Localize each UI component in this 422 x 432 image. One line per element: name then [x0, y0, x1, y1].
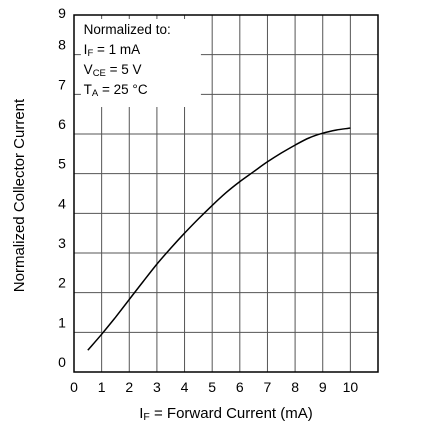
- x-tick-label: 5: [208, 379, 216, 395]
- y-tick-label: 7: [58, 76, 66, 92]
- x-axis-label-main: I: [139, 405, 143, 422]
- annotation-line-if-rest: = 1 mA: [93, 42, 140, 57]
- annotation-line-ta: TA = 25 °C: [84, 82, 148, 99]
- annotation-line-if: IF = 1 mA: [84, 42, 140, 59]
- x-tick-label: 7: [264, 379, 272, 395]
- annotation-background: [80, 19, 201, 107]
- x-tick-label: 6: [236, 379, 244, 395]
- series-layer: [87, 127, 351, 351]
- annotation-line-vce: VCE = 5 V: [84, 62, 142, 79]
- series-line-0: [87, 127, 351, 351]
- annotation-box: Normalized to: IF = 1 mA VCE = 5 V TA = …: [80, 19, 201, 107]
- y-tick-labels: 0 1 2 3 4 5 6 7 8 9: [58, 5, 66, 370]
- y-axis-label: Normalized Collector Current: [11, 98, 28, 292]
- y-tick-label: 9: [58, 5, 66, 21]
- y-tick-label: 2: [58, 275, 66, 291]
- x-tick-label: 2: [125, 379, 133, 395]
- y-tick-label: 4: [58, 195, 66, 211]
- x-tick-label: 4: [181, 379, 189, 395]
- annotation-line-vce-sub: CE: [93, 68, 106, 79]
- annotation-line-if-sub: F: [87, 48, 93, 59]
- x-tick-labels: 0 1 2 3 4 5 6 7 8 9 10: [70, 379, 358, 395]
- x-tick-label: 3: [153, 379, 161, 395]
- x-tick-label: 10: [343, 379, 359, 395]
- annotation-line-ta-main: T: [84, 82, 92, 97]
- plot-frame: [73, 14, 379, 373]
- x-tick-label: 0: [70, 379, 78, 395]
- y-tick-label: 5: [58, 156, 66, 172]
- x-axis-label-sub: F: [143, 411, 149, 423]
- annotation-line-vce-rest: = 5 V: [106, 62, 142, 77]
- x-tick-label: 8: [291, 379, 299, 395]
- annotation-line-ta-rest: = 25 °C: [98, 82, 148, 97]
- annotation-line-if-main: I: [84, 42, 88, 57]
- y-tick-label: 3: [58, 235, 66, 251]
- grid-lines: [74, 15, 378, 372]
- y-tick-label: 6: [58, 116, 66, 132]
- x-axis-label-rest: = Forward Current (mA): [150, 405, 313, 422]
- annotation-heading: Normalized to:: [84, 22, 171, 37]
- y-tick-label: 8: [58, 37, 66, 53]
- y-tick-label: 0: [58, 354, 66, 370]
- annotation-line-vce-main: V: [84, 62, 93, 77]
- x-tick-label: 1: [98, 379, 106, 395]
- x-tick-label: 9: [319, 379, 327, 395]
- annotation-line-ta-sub: A: [92, 88, 99, 99]
- x-axis-label: IF = Forward Current (mA): [139, 405, 313, 423]
- y-tick-label: 1: [58, 314, 66, 330]
